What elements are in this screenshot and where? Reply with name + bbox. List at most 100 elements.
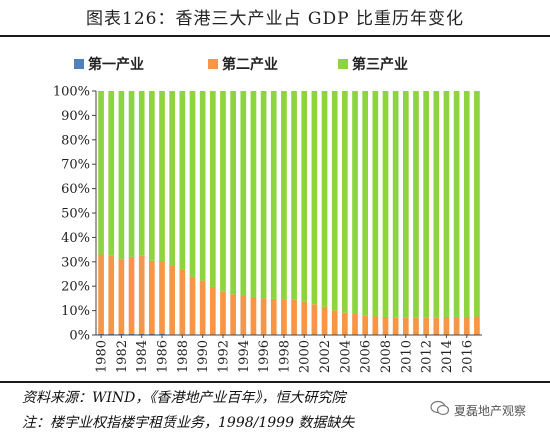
legend-swatch-1 bbox=[74, 59, 84, 69]
bar-segment-1992-s3 bbox=[220, 91, 226, 292]
x-tick-label: 2014 bbox=[440, 340, 455, 373]
bar-segment-2010-s2 bbox=[402, 317, 409, 335]
bar-segment-2009-s3 bbox=[392, 91, 399, 318]
bar-segment-2015-s2 bbox=[453, 316, 460, 335]
bar-segment-1994-s2 bbox=[240, 295, 247, 335]
x-tick-label: 1996 bbox=[257, 340, 272, 373]
bar-segment-1998-s2 bbox=[281, 299, 287, 335]
bar-segment-1991-s2 bbox=[209, 286, 216, 335]
chart-title: 图表126：香港三大产业占 GDP 比重历年变化 bbox=[86, 9, 464, 29]
bar-segment-1988-s2 bbox=[179, 269, 186, 335]
legend-label-1: 第一产业 bbox=[88, 56, 144, 73]
bar-segment-1991-s3 bbox=[209, 91, 216, 287]
y-tick-label: 10% bbox=[61, 304, 90, 319]
y-tick-label: 60% bbox=[61, 182, 90, 197]
bar-segment-1995-s3 bbox=[250, 91, 257, 297]
bar-segment-1981-s1 bbox=[108, 333, 115, 335]
bar-segment-1983-s2 bbox=[128, 256, 135, 334]
bar-segment-2011-s3 bbox=[413, 91, 419, 318]
bar-segment-1990-s3 bbox=[199, 91, 206, 281]
bar-segment-2008-s2 bbox=[382, 316, 389, 335]
bar-segment-1999-s3 bbox=[291, 91, 297, 300]
x-tick-label: 2004 bbox=[338, 340, 353, 373]
wechat-icon bbox=[430, 400, 450, 416]
bar-segment-2017-s3 bbox=[474, 91, 480, 317]
bar-segment-1995-s2 bbox=[250, 296, 257, 335]
legend-swatch-3 bbox=[338, 59, 348, 69]
bar-segment-2000-s3 bbox=[301, 91, 308, 302]
bar-segment-1990-s2 bbox=[199, 280, 206, 335]
x-tick-label: 1986 bbox=[156, 340, 171, 373]
y-tick-label: 40% bbox=[61, 231, 90, 246]
bar-segment-1983-s1 bbox=[128, 333, 135, 335]
x-tick-label: 1982 bbox=[115, 340, 130, 373]
bar-segment-2009-s2 bbox=[392, 317, 399, 335]
legend-label-2: 第二产业 bbox=[222, 56, 278, 73]
bar-segment-1983-s3 bbox=[128, 91, 135, 257]
bar-segment-2001-s2 bbox=[311, 304, 318, 335]
bar-segment-1988-s3 bbox=[179, 91, 186, 270]
bar-segment-2004-s2 bbox=[342, 312, 348, 335]
bar-segment-1984-s2 bbox=[138, 255, 145, 334]
legend-label-3: 第三产业 bbox=[352, 56, 408, 73]
bar-segment-1986-s2 bbox=[159, 262, 165, 335]
x-tick-label: 2008 bbox=[379, 340, 394, 373]
bar-segment-2001-s3 bbox=[311, 91, 318, 305]
bar-segment-1996-s3 bbox=[260, 91, 267, 299]
bar-segment-2017-s2 bbox=[474, 316, 480, 335]
bar-segment-1985-s3 bbox=[149, 91, 155, 261]
x-tick-label: 1998 bbox=[277, 340, 292, 373]
bar-segment-2000-s2 bbox=[301, 301, 308, 335]
bar-segment-2013-s2 bbox=[433, 317, 440, 335]
x-tick-label: 1988 bbox=[176, 340, 191, 373]
bar-segment-1993-s3 bbox=[230, 91, 236, 295]
bar-segment-2013-s3 bbox=[433, 91, 440, 318]
stacked-bar-chart: 第一产业 第二产业 第三产业 0% 10% 20% 30% 40% 50% 60% 70% 80% 9… bbox=[53, 56, 482, 373]
y-tick-label: 50% bbox=[61, 207, 90, 222]
bar-segment-1980-s3 bbox=[98, 91, 104, 255]
bar-segment-1996-s2 bbox=[260, 298, 267, 335]
bars bbox=[98, 91, 480, 335]
bar-segment-1985-s2 bbox=[149, 260, 155, 335]
y-tick-label: 80% bbox=[61, 133, 90, 148]
bar-segment-2002-s3 bbox=[321, 91, 328, 307]
bar-segment-1987-s3 bbox=[169, 91, 176, 266]
bar-segment-1992-s2 bbox=[220, 291, 226, 335]
bar-segment-1980-s1 bbox=[98, 333, 104, 335]
bar-segment-1981-s3 bbox=[108, 91, 115, 256]
bar-segment-2011-s2 bbox=[413, 317, 419, 335]
y-tick-label: 30% bbox=[61, 255, 90, 270]
x-tick-label: 2006 bbox=[359, 340, 374, 373]
x-tick-label: 2012 bbox=[420, 340, 435, 373]
bar-segment-1997-s2 bbox=[270, 298, 277, 335]
bottom-divider bbox=[0, 381, 550, 383]
x-tick-label: 1992 bbox=[216, 340, 231, 373]
bar-segment-1993-s2 bbox=[230, 294, 236, 335]
bar-segment-2016-s3 bbox=[463, 91, 470, 317]
bar-segment-1982-s2 bbox=[118, 259, 125, 334]
bar-segment-1998-s3 bbox=[281, 91, 287, 300]
x-tick-label: 1990 bbox=[196, 340, 211, 373]
bar-segment-2008-s3 bbox=[382, 91, 389, 317]
bar-segment-2003-s3 bbox=[331, 91, 338, 311]
bar-segment-2006-s2 bbox=[362, 315, 369, 335]
bar-segment-1984-s3 bbox=[138, 91, 145, 256]
bar-segment-2007-s3 bbox=[372, 91, 379, 317]
x-tick-label: 2016 bbox=[460, 340, 475, 373]
bar-segment-2003-s2 bbox=[331, 310, 338, 335]
bar-segment-1984-s1 bbox=[138, 333, 145, 335]
bar-segment-2012-s2 bbox=[423, 317, 429, 335]
bar-segment-1986-s3 bbox=[159, 91, 165, 263]
bar-segment-1982-s1 bbox=[118, 333, 125, 335]
bar-segment-1994-s3 bbox=[240, 91, 247, 296]
bar-segment-1980-s2 bbox=[98, 254, 104, 334]
x-tick-label: 2002 bbox=[318, 340, 333, 373]
bar-segment-2015-s3 bbox=[453, 91, 460, 317]
title-divider bbox=[0, 35, 550, 37]
bar-segment-2014-s3 bbox=[443, 91, 450, 317]
x-tick-label: 1980 bbox=[95, 340, 110, 373]
legend: 第一产业 第二产业 第三产业 bbox=[74, 56, 408, 73]
legend-swatch-2 bbox=[208, 59, 218, 69]
bar-segment-1989-s2 bbox=[189, 276, 196, 335]
bar-segment-2014-s2 bbox=[443, 316, 450, 335]
